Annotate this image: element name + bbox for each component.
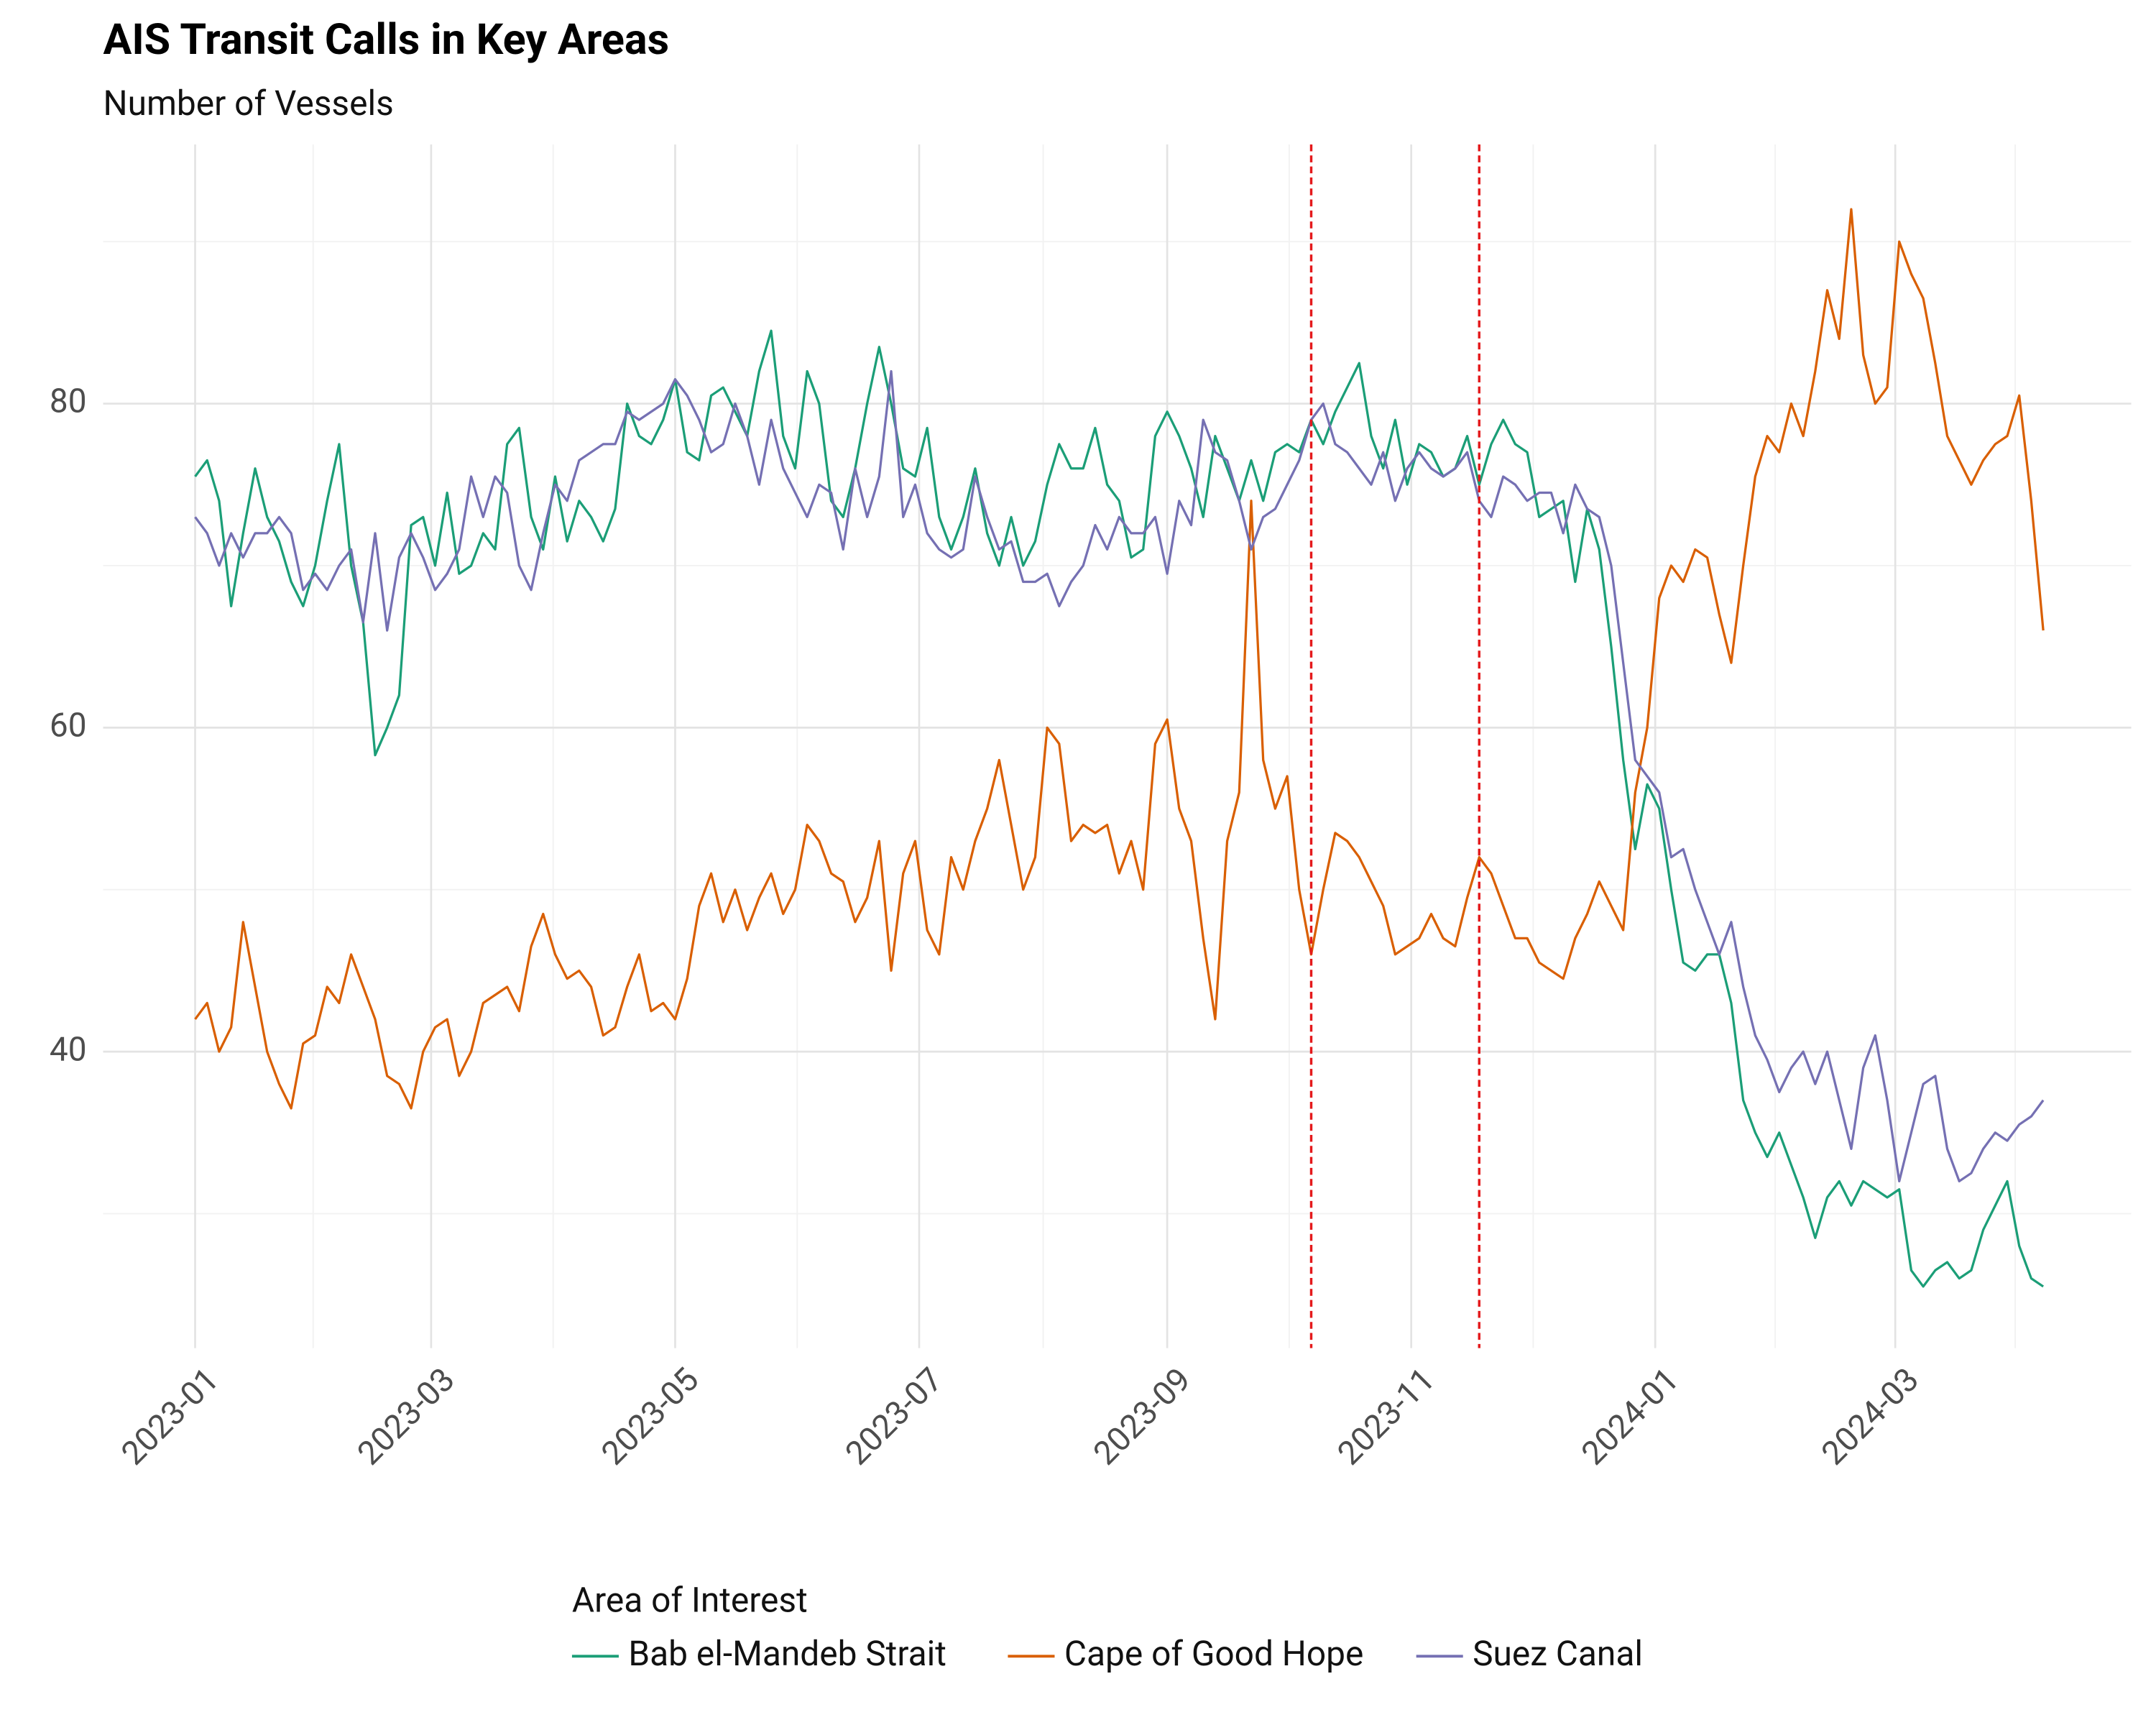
legend-title: Area of Interest <box>572 1580 808 1620</box>
x-tick-label: 2024-01 <box>1574 1361 1687 1473</box>
y-tick-label: 40 <box>50 1030 87 1069</box>
y-tick-label: 60 <box>50 706 87 745</box>
series-line <box>194 329 2045 1288</box>
chart-title: AIS Transit Calls in Key Areas <box>103 15 669 65</box>
x-tick-label: 2023-11 <box>1330 1361 1443 1473</box>
x-tick-label: 2023-09 <box>1086 1361 1199 1473</box>
x-tick-label: 2023-01 <box>114 1361 227 1473</box>
legend-label: Bab el-Mandeb Strait <box>628 1634 946 1674</box>
legend-label: Cape of Good Hope <box>1064 1634 1364 1674</box>
legend-label: Suez Canal <box>1473 1634 1643 1674</box>
chart-subtitle: Number of Vessels <box>103 83 393 124</box>
x-tick-label: 2023-05 <box>594 1361 707 1473</box>
series-line <box>194 369 2045 1183</box>
series-line <box>194 208 2045 1110</box>
x-tick-label: 2023-07 <box>838 1361 951 1473</box>
y-tick-label: 80 <box>50 382 87 421</box>
x-tick-label: 2024-03 <box>1814 1361 1927 1473</box>
x-tick-label: 2023-03 <box>350 1361 463 1473</box>
